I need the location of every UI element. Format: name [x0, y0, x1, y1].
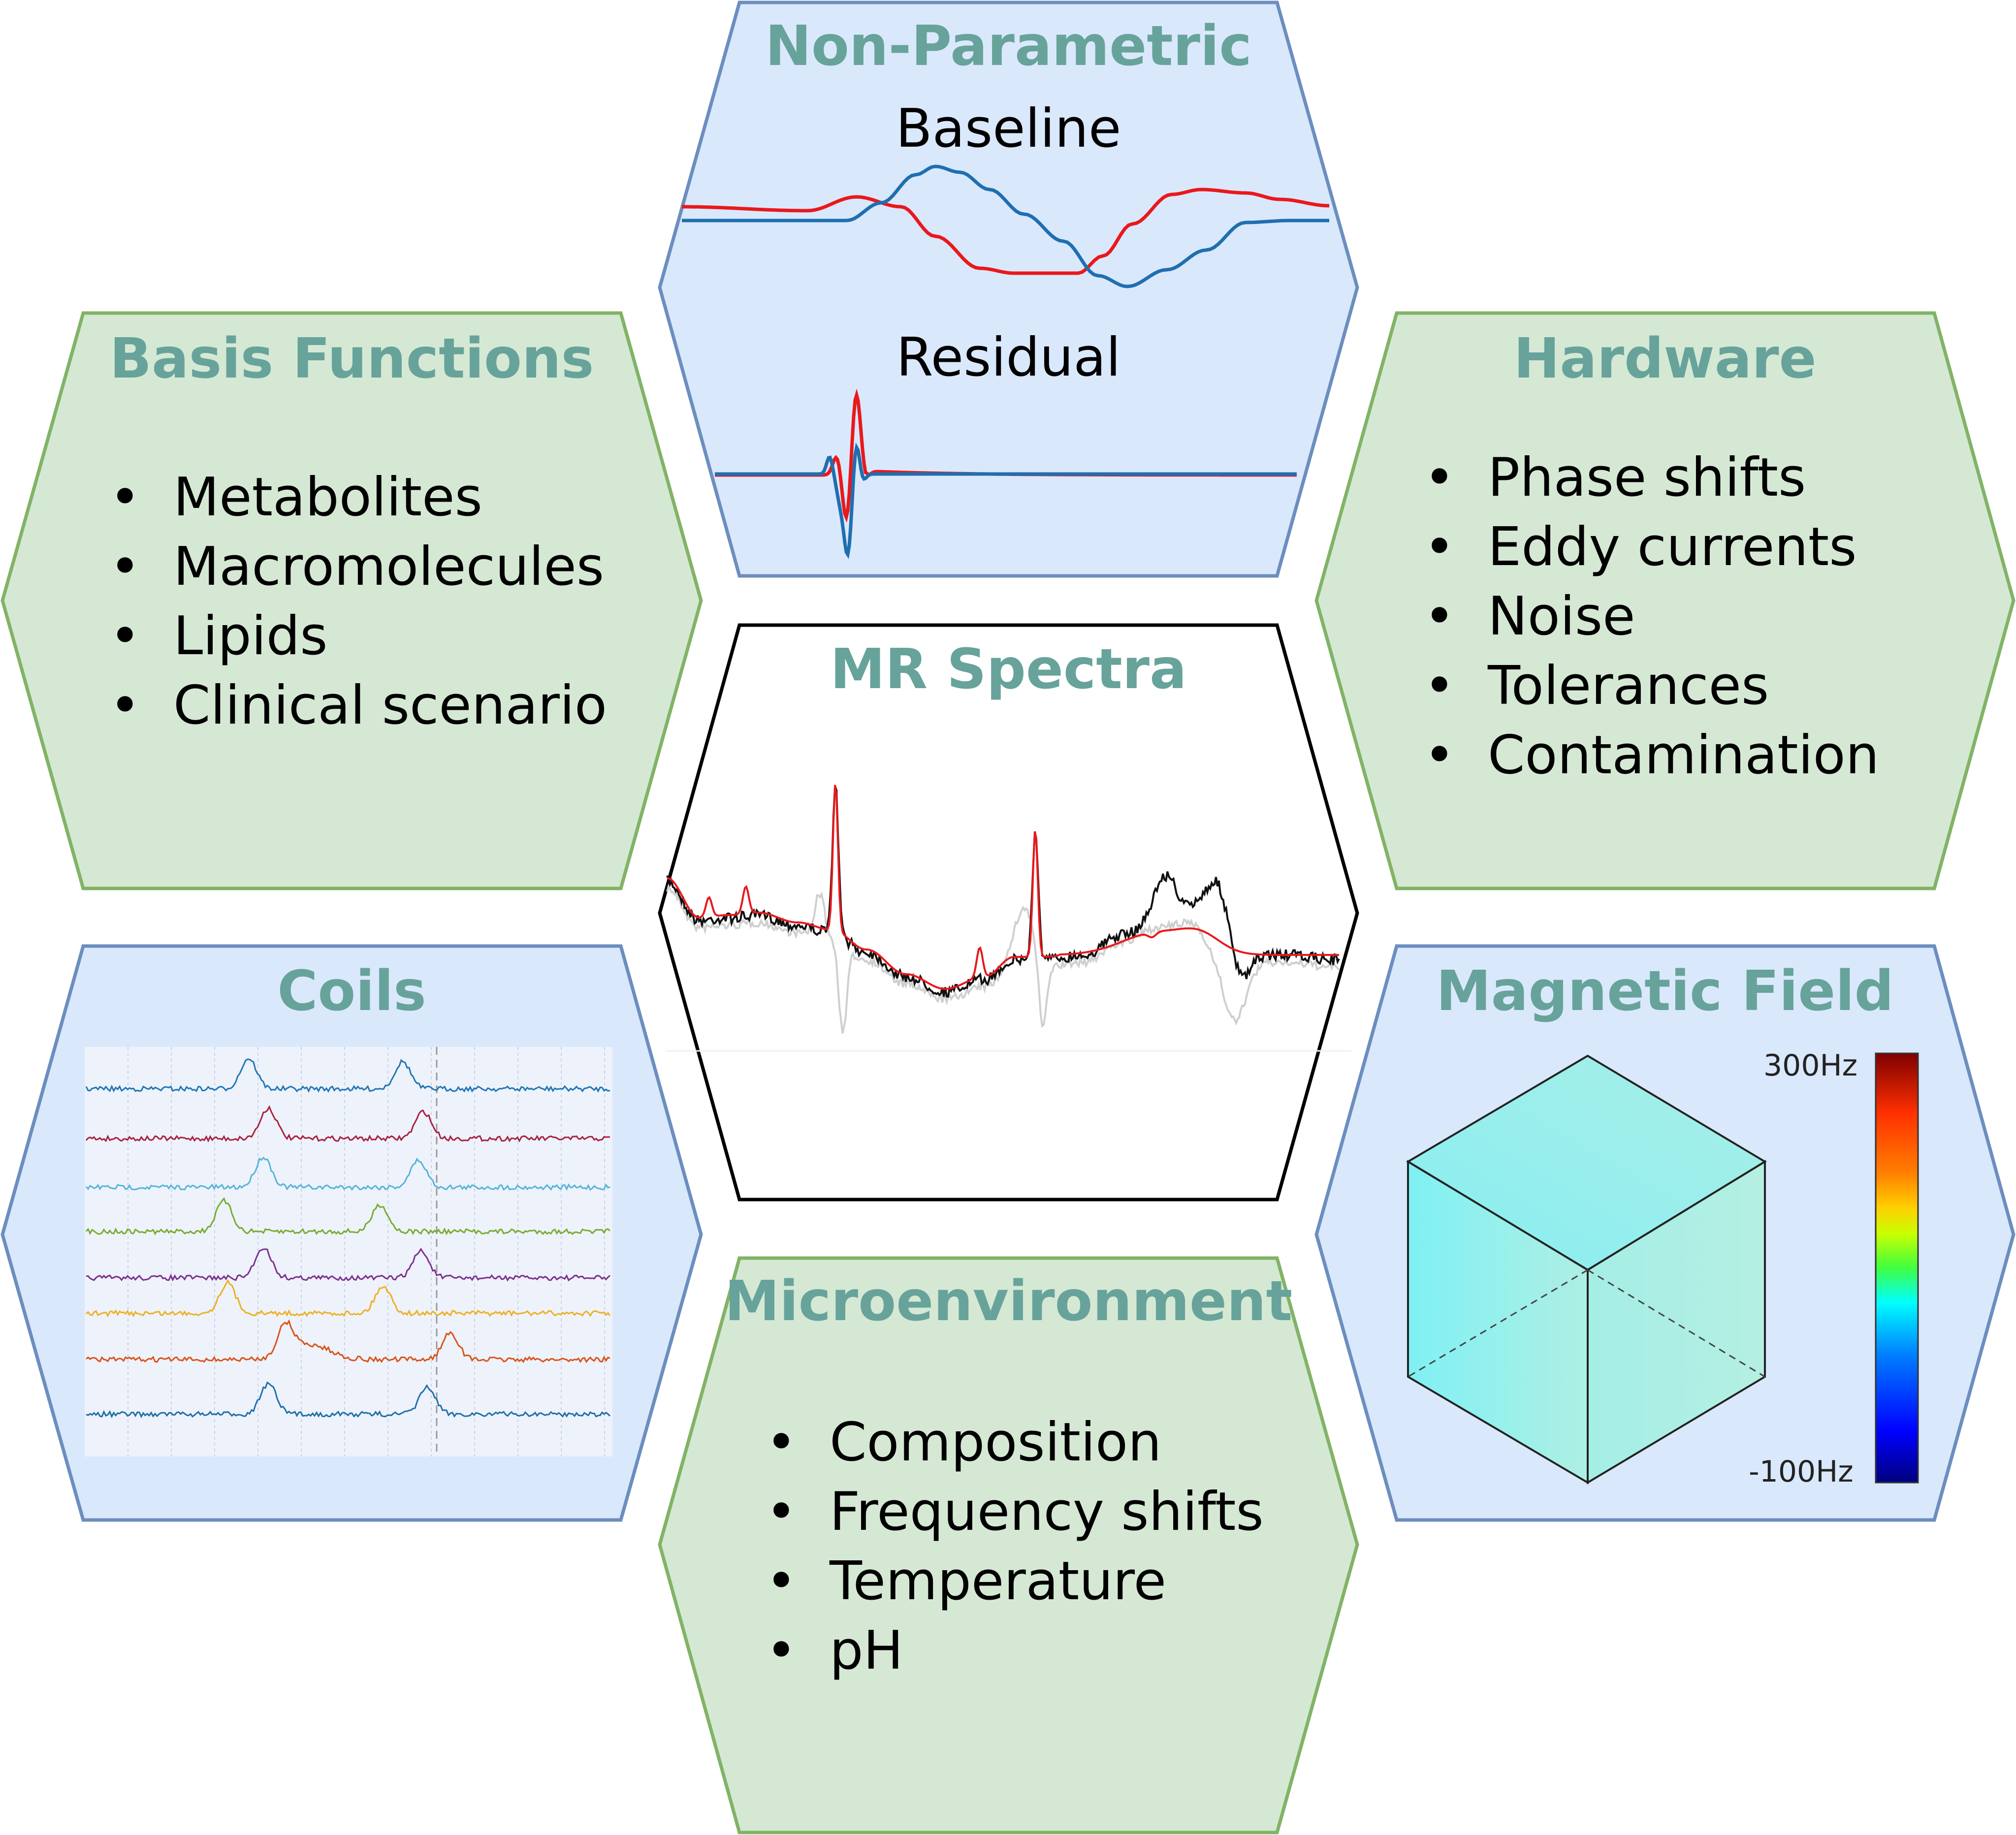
list-item: Clinical scenario — [109, 671, 607, 740]
list-item: Contamination — [1424, 721, 1879, 790]
colorbar-max-label: 300Hz — [1763, 1048, 1858, 1083]
spectrum-red-trace — [667, 785, 1339, 990]
coil-traces — [85, 1058, 611, 1419]
hexagon-mr-spectra — [658, 623, 1359, 1202]
coils-plot — [85, 1047, 612, 1456]
mr-spectrum-plot — [666, 785, 1351, 1052]
hexagon-non-parametric — [658, 0, 1359, 578]
spectrum-black-trace — [666, 786, 1340, 998]
magnetic-field-title: Magnetic Field — [1436, 959, 1894, 1023]
list-item: Phase shifts — [1424, 443, 1879, 512]
baseline-blue-trace — [682, 164, 1329, 288]
basis-functions-title: Basis Functions — [109, 327, 594, 391]
coil-trace — [85, 1058, 610, 1093]
coil-trace — [86, 1319, 610, 1363]
non-parametric-title: Non-Parametric — [765, 14, 1252, 78]
coil-trace — [86, 1381, 611, 1419]
list-item: Frequency shifts — [766, 1477, 1264, 1547]
list-item: Noise — [1424, 582, 1879, 651]
list-item: Composition — [766, 1408, 1264, 1477]
coil-trace — [86, 1247, 610, 1282]
coil-trace — [85, 1156, 610, 1191]
baseline-plot — [682, 164, 1330, 288]
coil-trace — [85, 1197, 610, 1235]
list-item: Metabolites — [109, 463, 607, 532]
list-item: Macromolecules — [109, 532, 607, 601]
baseline-label: Baseline — [896, 98, 1121, 159]
baseline-red-trace — [682, 188, 1330, 275]
colorbar-min-label: -100Hz — [1749, 1455, 1854, 1489]
microenvironment-title: Microenvironment — [724, 1269, 1293, 1333]
residual-blue-trace — [715, 442, 1297, 559]
basis-functions-list: Metabolites Macromolecules Lipids Clinic… — [109, 463, 607, 740]
list-item: Tolerances — [1424, 651, 1879, 721]
hardware-title: Hardware — [1513, 327, 1817, 391]
magnetic-field-cube — [1406, 1054, 1767, 1485]
list-item: Eddy currents — [1424, 512, 1879, 582]
residual-label: Residual — [896, 327, 1121, 388]
hardware-list: Phase shifts Eddy currents Noise Toleran… — [1424, 443, 1879, 790]
coils-title: Coils — [277, 959, 426, 1023]
residual-plot — [715, 388, 1297, 559]
coil-trace — [86, 1279, 611, 1318]
list-item: Temperature — [766, 1547, 1264, 1616]
colorbar — [1875, 1052, 1919, 1484]
microenvironment-list: Composition Frequency shifts Temperature… — [766, 1408, 1264, 1685]
list-item: Lipids — [109, 601, 607, 671]
list-item: pH — [766, 1616, 1264, 1685]
coil-trace — [85, 1105, 610, 1143]
mr-spectra-title: MR Spectra — [830, 637, 1187, 701]
